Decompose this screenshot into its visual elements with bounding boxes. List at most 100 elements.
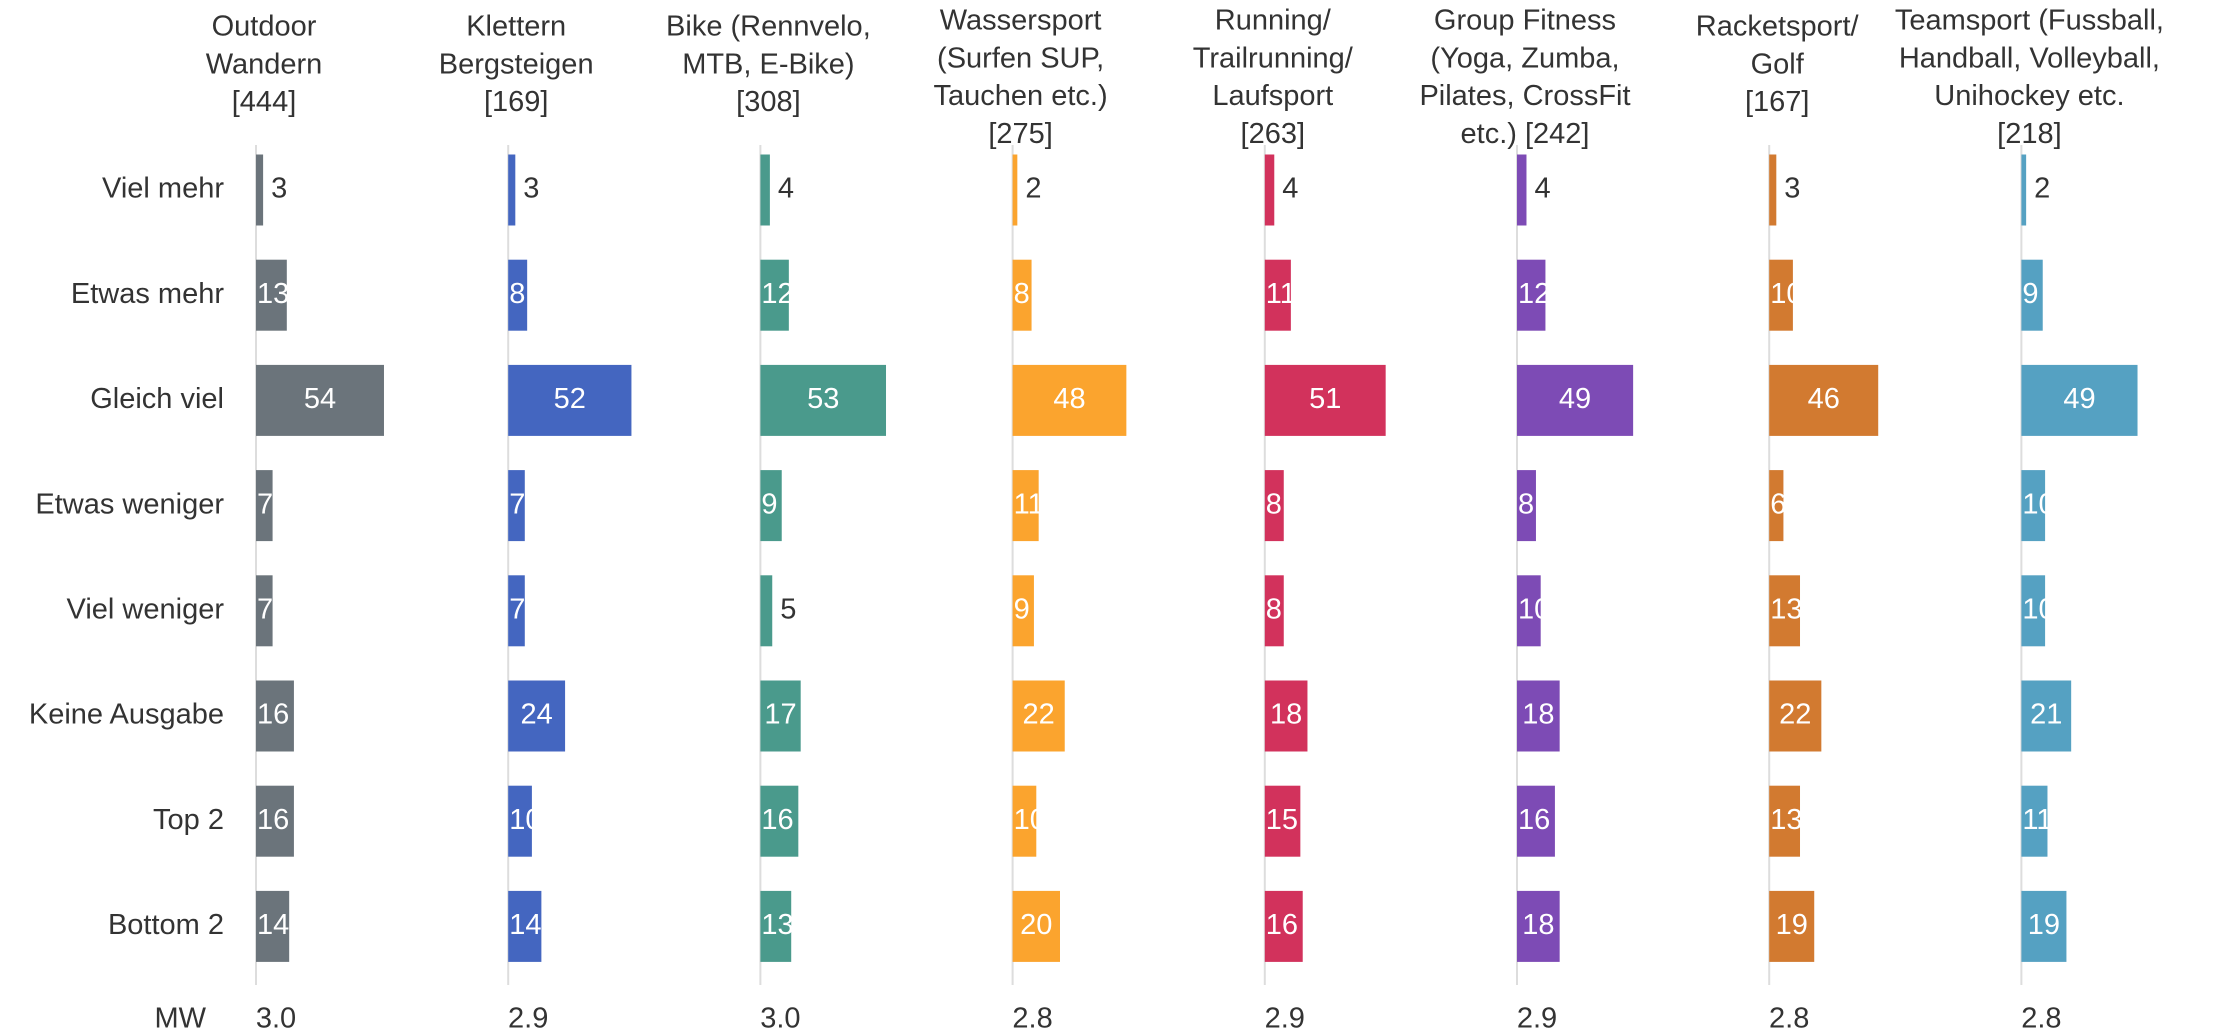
- value-label: 24: [521, 699, 553, 731]
- bar: [2021, 364, 2138, 436]
- bar: [256, 259, 287, 331]
- bar: [760, 575, 773, 647]
- value-label: 13: [761, 909, 793, 941]
- panel-title: Trailrunning/: [1193, 42, 1354, 74]
- value-label: 53: [807, 383, 839, 415]
- category-label: Gleich viel: [90, 383, 224, 415]
- value-label: 3: [1784, 173, 1800, 205]
- bar: [256, 470, 273, 542]
- mean-value: 2.9: [1517, 1003, 1557, 1033]
- mean-value: 2.9: [508, 1003, 548, 1033]
- category-label: Top 2: [153, 804, 224, 836]
- mean-value: 2.9: [1265, 1003, 1305, 1033]
- bar: [1264, 890, 1303, 962]
- value-label: 12: [761, 278, 793, 310]
- mean-value: 3.0: [256, 1003, 296, 1033]
- bar: [256, 785, 294, 857]
- value-label: 18: [1522, 909, 1554, 941]
- category-label: Viel weniger: [67, 593, 225, 625]
- bar: [508, 680, 566, 752]
- value-label: 14: [257, 909, 289, 941]
- category-label: Viel mehr: [102, 173, 224, 205]
- value-label: 54: [304, 383, 336, 415]
- bar: [2021, 680, 2072, 752]
- value-label: 5: [780, 593, 796, 625]
- bar: [760, 470, 782, 542]
- value-label: 11: [1014, 488, 1044, 520]
- bar: [760, 259, 789, 331]
- panel-title: Laufsport: [1212, 80, 1333, 112]
- value-label: 49: [2063, 383, 2095, 415]
- value-label: 7: [509, 488, 525, 520]
- bar: [1012, 364, 1127, 436]
- bar: [1517, 785, 1555, 857]
- value-label: 7: [257, 593, 273, 625]
- bar: [1012, 259, 1032, 331]
- bar: [1769, 680, 1822, 752]
- panel-title: [275]: [988, 118, 1053, 150]
- value-label: 19: [1776, 909, 1808, 941]
- bar: [256, 680, 294, 752]
- bar: [1769, 575, 1801, 647]
- panel-title: (Surfen SUP,: [937, 42, 1104, 74]
- panel-title: Unihockey etc.: [1934, 80, 2124, 112]
- bar: [1769, 470, 1784, 542]
- value-label: 4: [1534, 173, 1550, 205]
- panel-title: Wassersport: [940, 5, 1102, 37]
- value-label: 22: [1779, 699, 1811, 731]
- value-label: 16: [1518, 804, 1550, 836]
- value-label: 10: [509, 804, 541, 836]
- value-label: 46: [1808, 383, 1840, 415]
- value-label: 49: [1559, 383, 1591, 415]
- panel-title: [167]: [1745, 86, 1810, 118]
- bar: [1012, 154, 1018, 226]
- bar: [1012, 890, 1060, 962]
- bar: [1264, 364, 1386, 436]
- bar: [1264, 470, 1284, 542]
- bar: [1517, 364, 1634, 436]
- value-label: 52: [554, 383, 586, 415]
- value-label: 17: [764, 699, 796, 731]
- value-label: 8: [1014, 278, 1030, 310]
- bar: [1517, 890, 1560, 962]
- value-label: 16: [1266, 909, 1298, 941]
- panel-title: [308]: [736, 86, 801, 118]
- category-label: Etwas mehr: [71, 278, 224, 310]
- bar: [1012, 470, 1039, 542]
- value-label: 11: [1266, 278, 1296, 310]
- bar: [1517, 680, 1560, 752]
- value-label: 10: [1518, 593, 1550, 625]
- value-label: 7: [509, 593, 525, 625]
- bar: [508, 890, 542, 962]
- mean-value: 2.8: [2021, 1003, 2061, 1033]
- bar: [760, 785, 799, 857]
- bar: [2021, 785, 2048, 857]
- value-label: 2: [2034, 173, 2050, 205]
- value-label: 2: [1025, 173, 1041, 205]
- panel-title: [218]: [1997, 118, 2062, 150]
- category-label: Keine Ausgabe: [29, 699, 224, 731]
- bar: [508, 154, 516, 226]
- value-label: 9: [2022, 278, 2038, 310]
- panel-title: MTB, E-Bike): [682, 48, 854, 80]
- value-label: 51: [1309, 383, 1341, 415]
- value-label: 15: [1266, 804, 1298, 836]
- bar: [1517, 470, 1536, 542]
- panel-title: Pilates, CrossFit: [1419, 80, 1630, 112]
- value-label: 18: [1270, 699, 1302, 731]
- panel-title: Bike (Rennvelo,: [666, 11, 871, 43]
- panel-title: Klettern: [466, 11, 566, 43]
- value-label: 9: [761, 488, 777, 520]
- value-label: 8: [509, 278, 525, 310]
- bar: [760, 680, 801, 752]
- bar: [1769, 154, 1777, 226]
- bar: [256, 575, 273, 647]
- value-label: 12: [1518, 278, 1550, 310]
- bar: [1264, 785, 1301, 857]
- bar: [2021, 890, 2067, 962]
- category-label: Bottom 2: [108, 909, 224, 941]
- value-label: 18: [1522, 699, 1554, 731]
- value-label: 19: [2028, 909, 2060, 941]
- bar: [1264, 575, 1284, 647]
